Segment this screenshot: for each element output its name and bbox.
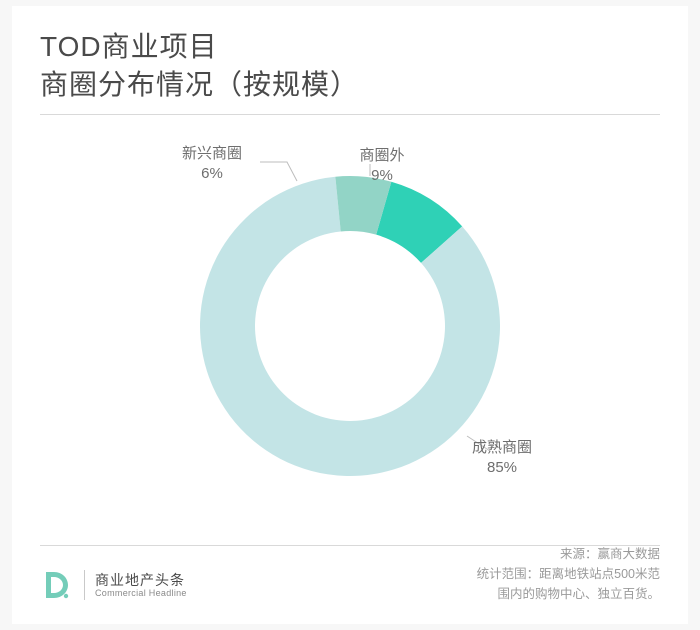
brand-text: 商业地产头条 Commercial Headline bbox=[95, 572, 187, 598]
brand-separator bbox=[84, 570, 85, 600]
slice-label-emerging: 新兴商圈 6% bbox=[182, 144, 242, 185]
slice-label-emerging-name: 新兴商圈 bbox=[182, 145, 242, 162]
donut-chart: 商圈外 9% 成熟商圈 85% 新兴商圈 6% bbox=[12, 126, 688, 526]
title-divider bbox=[40, 114, 660, 115]
leader-emerging bbox=[260, 162, 297, 181]
source-line-1: 来源：赢商大数据 bbox=[477, 544, 660, 564]
slice-label-emerging-pct: 6% bbox=[201, 165, 223, 182]
title-line-1: TOD商业项目 bbox=[40, 31, 218, 62]
brand-name-en: Commercial Headline bbox=[95, 588, 187, 598]
source-line-2: 统计范围：距离地铁站点500米范 bbox=[477, 564, 660, 584]
source-line-3: 围内的购物中心、独立百货。 bbox=[477, 584, 660, 604]
slice-label-mature-name: 成熟商圈 bbox=[472, 439, 532, 456]
slice-label-outside-name: 商圈外 bbox=[359, 147, 404, 164]
slice-label-outside-pct: 9% bbox=[371, 167, 393, 184]
page-title: TOD商业项目 商圈分布情况（按规模） bbox=[40, 28, 359, 104]
card: TOD商业项目 商圈分布情况（按规模） 商圈外 9% 成熟商圈 85% 新兴商圈… bbox=[12, 6, 688, 624]
brand-name-cn: 商业地产头条 bbox=[95, 572, 187, 588]
brand-block: 商业地产头条 Commercial Headline bbox=[40, 568, 187, 602]
slice-label-mature-pct: 85% bbox=[487, 459, 517, 476]
source-note: 来源：赢商大数据 统计范围：距离地铁站点500米范 围内的购物中心、独立百货。 bbox=[477, 544, 660, 604]
donut-svg bbox=[12, 126, 688, 526]
slice-label-mature: 成熟商圈 85% bbox=[472, 438, 532, 479]
brand-logo-icon bbox=[40, 568, 74, 602]
slice-label-outside: 商圈外 9% bbox=[359, 146, 404, 187]
title-line-2: 商圈分布情况（按规模） bbox=[40, 69, 359, 100]
